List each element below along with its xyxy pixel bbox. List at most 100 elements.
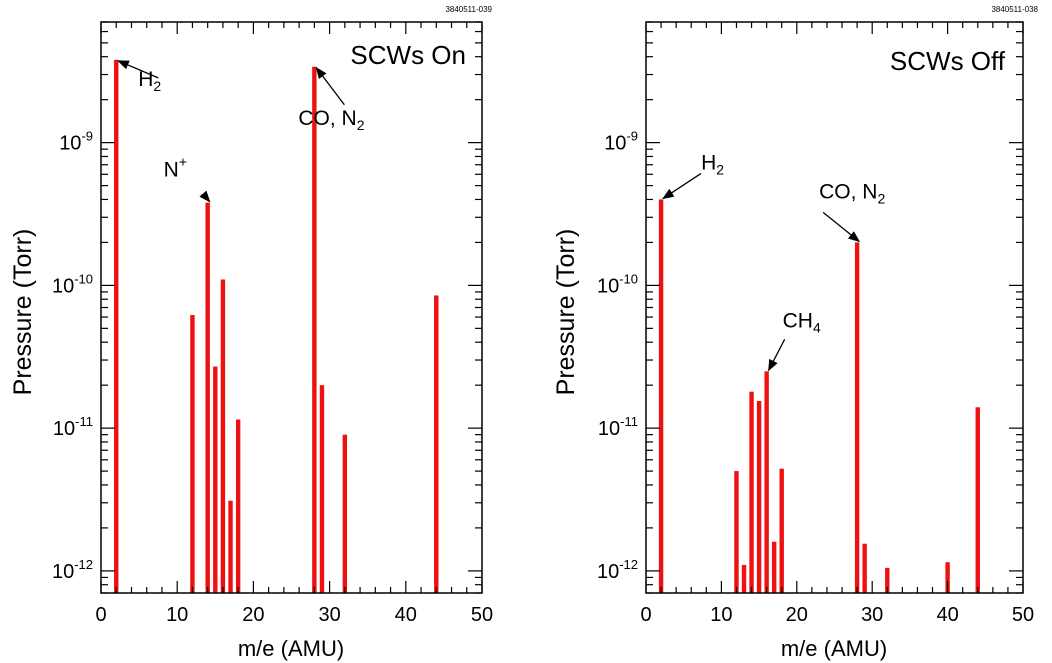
label-subscript: 2	[357, 117, 365, 133]
axis-ticks	[645, 21, 1024, 594]
bar	[862, 543, 867, 593]
x-axis-title: m/e (AMU)	[781, 636, 887, 661]
label-subscript: 2	[716, 161, 724, 177]
y-tick-exponent: -9	[81, 129, 93, 144]
label-subscript: 2	[877, 190, 885, 206]
annotation-arrow	[768, 339, 786, 372]
annotation-label: N+	[164, 154, 187, 182]
bar	[741, 564, 747, 593]
x-tick-label: 20	[242, 604, 264, 626]
label-subscript: 2	[153, 78, 161, 94]
bar	[342, 434, 348, 593]
y-tick-label: 10-10	[52, 271, 93, 297]
bar	[434, 295, 439, 593]
bar	[945, 562, 950, 593]
annotation-label: CO, N2	[298, 107, 364, 133]
annotation-arrow	[822, 211, 861, 243]
bar-series	[658, 199, 980, 594]
panel-title: SCWs Off	[890, 46, 1006, 76]
y-tick-base: 10	[53, 418, 75, 440]
bar	[658, 199, 664, 594]
bar	[319, 385, 325, 593]
y-tick-label: 10-9	[604, 129, 638, 155]
y-tick-base: 10	[604, 133, 626, 155]
y-tick-label: 10-12	[52, 557, 93, 583]
bar	[235, 419, 241, 593]
x-tick-label: 30	[861, 604, 883, 626]
panel-title: SCWs On	[350, 40, 466, 70]
bar	[213, 366, 218, 593]
bar	[854, 242, 860, 593]
y-tick-exponent: -12	[74, 557, 93, 572]
label-base: H	[138, 68, 153, 91]
y-tick-label: 10-10	[597, 271, 638, 297]
bar	[205, 202, 210, 593]
y-axis-title: Pressure (Torr)	[9, 229, 37, 396]
annotation-arrow	[315, 66, 345, 106]
bar	[749, 391, 754, 593]
annotation-label: H2	[701, 151, 724, 177]
label-superscript: +	[179, 154, 187, 170]
bar	[220, 279, 226, 593]
y-tick-exponent: -11	[75, 414, 93, 429]
x-tick-label: 30	[318, 604, 340, 626]
annotation-label: CH4	[783, 309, 821, 335]
bar	[975, 407, 980, 593]
panel-scws-off: 3840511-038 0 10 20 30 40 50 10-910-1010-1110…	[552, 5, 1039, 661]
axis-ticks	[100, 21, 483, 594]
y-tick-exponent: -11	[620, 414, 638, 429]
bar-series	[114, 59, 439, 594]
figure-id: 3840511-038	[991, 5, 1038, 14]
y-tick-label: 10-11	[598, 414, 638, 440]
bar	[779, 468, 784, 593]
annotation-arrow	[199, 190, 211, 203]
bar	[312, 66, 317, 594]
y-tick-base: 10	[597, 275, 619, 297]
bar	[190, 315, 195, 593]
annotation-arrow	[117, 60, 159, 79]
x-tick-label: 10	[166, 604, 188, 626]
y-tick-base: 10	[59, 133, 81, 155]
bar	[734, 471, 739, 593]
label-base: N	[164, 159, 179, 182]
x-tick-label: 50	[471, 604, 493, 626]
x-tick-labels: 0 10 20 30 40 50	[95, 604, 493, 626]
bar	[228, 500, 233, 593]
annotation-label: H2	[138, 68, 161, 94]
label-base: CO, N	[819, 180, 877, 203]
plot-frame	[645, 21, 1024, 594]
x-tick-labels: 0 10 20 30 40 50	[640, 604, 1034, 626]
y-tick-exponent: -10	[74, 271, 93, 286]
label-base: CH	[783, 309, 813, 332]
y-tick-label: 10-12	[597, 557, 638, 583]
x-axis-title: m/e (AMU)	[238, 636, 344, 661]
bar	[764, 371, 769, 593]
x-tick-label: 10	[710, 604, 732, 626]
annotation-arrow	[662, 172, 702, 200]
panel-scws-on: 3840511-039 0 10 20 30 40 50 10-910-1010-1110…	[9, 5, 493, 661]
label-base: H	[701, 151, 716, 174]
y-tick-base: 10	[598, 418, 620, 440]
y-tick-exponent: -9	[626, 129, 638, 144]
x-tick-label: 50	[1012, 604, 1034, 626]
bar	[885, 567, 890, 593]
figure-id: 3840511-039	[445, 5, 492, 14]
annotation-label: CO, N2	[819, 180, 885, 206]
x-tick-label: 0	[95, 604, 106, 626]
bar	[756, 400, 762, 593]
y-tick-exponent: -10	[619, 271, 638, 286]
y-tick-label: 10-11	[53, 414, 93, 440]
plot-frame	[100, 21, 483, 594]
x-tick-label: 0	[640, 604, 651, 626]
label-subscript: 4	[813, 319, 821, 335]
x-tick-label: 40	[395, 604, 417, 626]
y-tick-base: 10	[52, 561, 74, 583]
bar	[771, 541, 777, 593]
y-tick-exponent: -12	[619, 557, 638, 572]
annotations: H2N+CO, N2	[117, 60, 365, 203]
y-tick-base: 10	[597, 561, 619, 583]
